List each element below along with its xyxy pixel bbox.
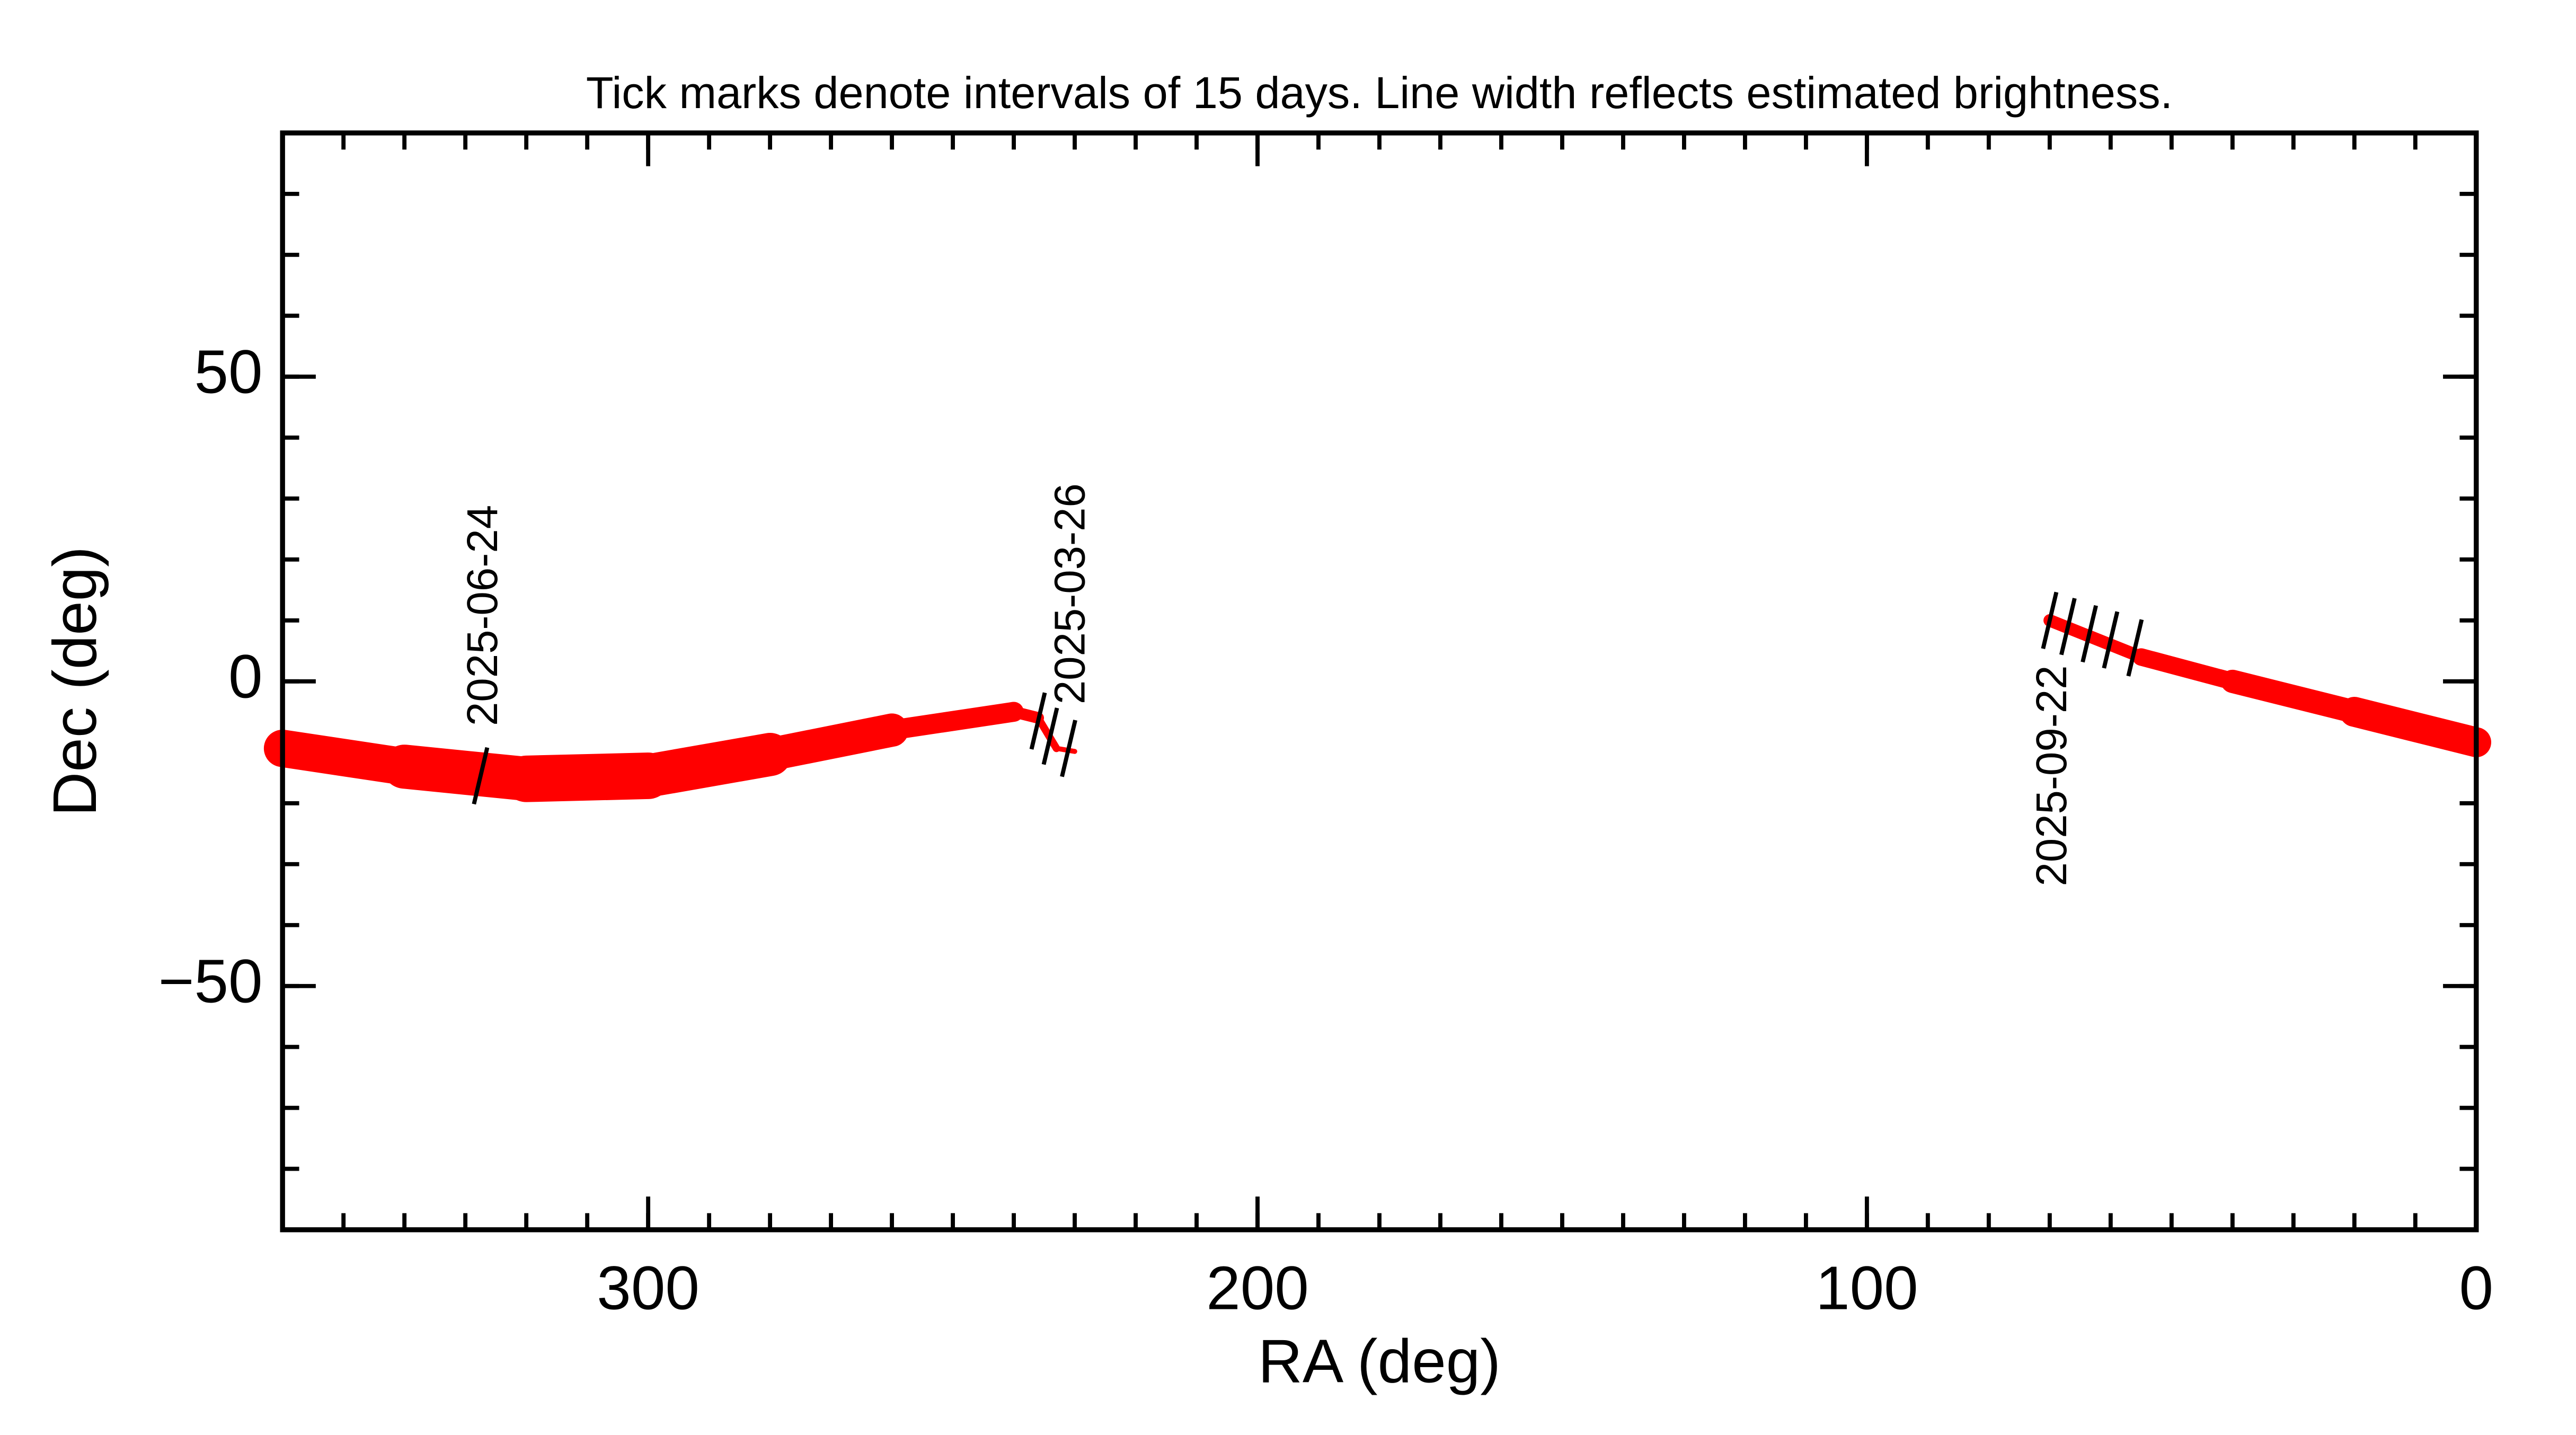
track-segment [2339,697,2492,758]
date-tick [1041,707,1059,765]
track-segment [2220,669,2366,724]
date-tick [2102,611,2120,669]
track-segment [382,745,548,801]
x-tick-label: 100 [1816,1254,1918,1323]
date-tick [472,747,490,805]
y-tick-label: 50 [194,337,262,406]
x-tick-label: 200 [1206,1254,1309,1323]
track-segment [1034,714,1060,752]
date-tick [2059,598,2077,656]
x-tick-label: 0 [2459,1254,2494,1323]
plot-frame [280,130,2479,1233]
date-tick [1060,720,1077,777]
date-tick [1029,692,1047,750]
date-tick [2041,591,2059,650]
date-tick [2126,619,2144,677]
y-axis-label: Dec (deg) [40,546,109,816]
track-segment [2132,648,2242,690]
y-tick-label: −50 [158,946,263,1015]
x-axis-label: RA (deg) [1258,1327,1501,1396]
date-tick [2081,605,2098,663]
track-segment [2043,614,2148,663]
date-label: 2025-03-26 [1046,483,1094,704]
chart-title: Tick marks denote intervals of 15 days. … [586,67,2173,118]
x-tick-label: 300 [597,1254,700,1323]
track-segment [263,729,423,786]
date-label: 2025-09-22 [2028,665,2076,886]
date-label: 2025-06-24 [458,505,507,726]
track-segment [882,702,1024,740]
y-tick-label: 0 [228,642,263,711]
